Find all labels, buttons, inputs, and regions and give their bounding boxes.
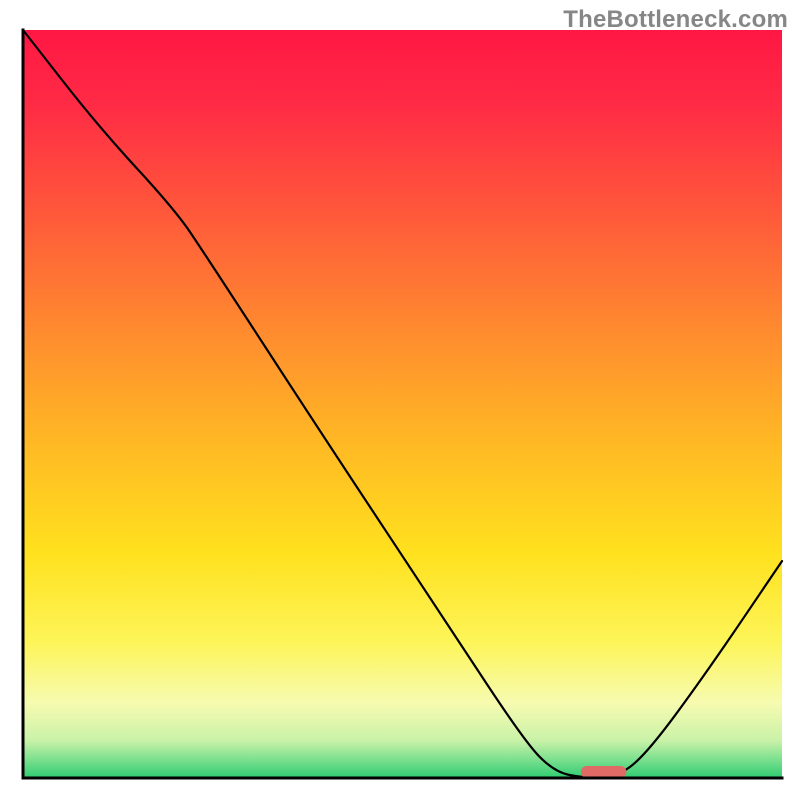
watermark-text: TheBottleneck.com [563,6,788,34]
plot-background [23,30,782,778]
optimal-marker [581,766,627,778]
bottleneck-chart: TheBottleneck.com [0,0,800,800]
chart-svg [0,0,800,800]
